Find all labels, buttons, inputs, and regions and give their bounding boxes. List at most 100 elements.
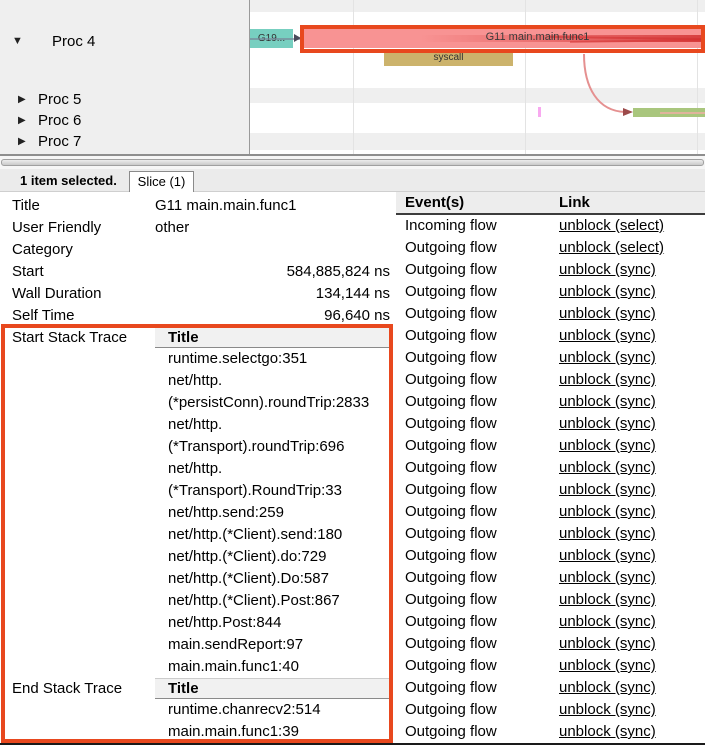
unblock-link[interactable]: unblock (sync): [559, 261, 656, 278]
event-row: Outgoing flow unblock (sync): [396, 281, 705, 303]
unblock-link[interactable]: unblock (sync): [559, 613, 656, 630]
event-row: Outgoing flow unblock (sync): [396, 611, 705, 633]
stack-frame-list: runtime.selectgo:351 net/http.(*persistCo…: [155, 348, 390, 678]
stack-frame: net/http.send:259: [168, 504, 284, 521]
stack-frame: net/http.(*Transport).RoundTrip:33: [168, 460, 342, 499]
end-stack-trace-table: Title runtime.chanrecv2:514 main.main.fun…: [155, 678, 390, 743]
unblock-link[interactable]: unblock (sync): [559, 657, 656, 674]
proc-row-proc-6[interactable]: ▶ Proc 6: [18, 111, 81, 129]
stack-frame: runtime.selectgo:351: [168, 350, 308, 367]
detail-label-start: Start: [12, 263, 44, 280]
time-gridline: [697, 0, 698, 154]
detail-label-category: User Friendly Category: [12, 219, 102, 258]
unblock-link[interactable]: unblock (sync): [559, 591, 656, 608]
event-link-cell: unblock (sync): [550, 611, 705, 633]
instant-event-marker[interactable]: [538, 107, 541, 117]
selected-slice-label: G11 main.main.func1: [485, 31, 590, 43]
stack-frame: main.main.func1:39: [168, 723, 299, 740]
unblock-link[interactable]: unblock (sync): [559, 547, 656, 564]
detail-label-self-time: Self Time: [12, 307, 75, 324]
event-row: Outgoing flow unblock (sync): [396, 523, 705, 545]
events-table-header: Event(s) Link: [396, 192, 705, 215]
event-type-cell: Outgoing flow: [405, 723, 497, 740]
unblock-link[interactable]: unblock (sync): [559, 701, 656, 718]
unblock-link[interactable]: unblock (sync): [559, 393, 656, 410]
detail-label-end-stack: End Stack Trace: [12, 680, 123, 697]
flow-arrowhead-icon: [294, 34, 301, 42]
unblock-link[interactable]: unblock (sync): [559, 349, 656, 366]
flow-line: [660, 112, 705, 114]
stack-frame: net/http.Post:844: [168, 614, 282, 631]
unblock-link[interactable]: unblock (sync): [559, 679, 656, 696]
event-type-cell: Outgoing flow: [405, 305, 497, 322]
stack-frame: main.sendReport:97: [168, 636, 304, 653]
stack-frame: net/http.(*Transport).roundTrip:696: [168, 416, 345, 455]
event-type-cell: Outgoing flow: [405, 261, 497, 278]
event-type-cell: Outgoing flow: [405, 327, 497, 344]
slice-syscall[interactable]: syscall: [384, 50, 513, 66]
proc-label: Proc 5: [38, 90, 82, 108]
unblock-link[interactable]: unblock (sync): [559, 569, 656, 586]
unblock-link[interactable]: unblock (select): [559, 217, 665, 234]
slice-details: Title G11 main.main.func1 User Friendly …: [0, 192, 395, 743]
event-link-cell: unblock (sync): [550, 479, 705, 501]
event-type-cell: Outgoing flow: [405, 679, 497, 696]
unblock-link[interactable]: unblock (sync): [559, 437, 656, 454]
stack-frame: runtime.chanrecv2:514: [168, 701, 321, 718]
unblock-link[interactable]: unblock (sync): [559, 327, 656, 344]
event-row: Outgoing flow unblock (sync): [396, 501, 705, 523]
event-link-cell: unblock (sync): [550, 369, 705, 391]
collapse-triangle-icon[interactable]: ▼: [12, 35, 23, 47]
unblock-link[interactable]: unblock (sync): [559, 459, 656, 476]
stack-frame: net/http.(*Client).send:180: [168, 526, 343, 543]
unblock-link[interactable]: unblock (sync): [559, 371, 656, 388]
event-row: Outgoing flow unblock (sync): [396, 479, 705, 501]
detail-label-start-stack: Start Stack Trace: [12, 329, 128, 346]
event-row: Outgoing flow unblock (sync): [396, 457, 705, 479]
process-list: ▼ Proc 4 ▶ Proc 5 ▶ Proc 6 ▶ Proc 7: [0, 0, 250, 154]
unblock-link[interactable]: unblock (sync): [559, 723, 656, 740]
splitter-handle[interactable]: [0, 156, 705, 169]
event-link-cell: unblock (sync): [550, 721, 705, 743]
event-row: Outgoing flow unblock (sync): [396, 259, 705, 281]
expand-triangle-icon[interactable]: ▶: [18, 114, 26, 126]
detail-value-wall-duration: 134,144 ns: [315, 285, 390, 302]
proc-row-proc-5[interactable]: ▶ Proc 5: [18, 90, 81, 108]
proc-label: Proc 7: [38, 132, 82, 150]
event-row: Outgoing flow unblock (sync): [396, 721, 705, 743]
time-gridline: [353, 0, 354, 154]
detail-value-self-time: 96,640 ns: [324, 307, 390, 324]
event-type-cell: Outgoing flow: [405, 701, 497, 718]
event-link-cell: unblock (sync): [550, 413, 705, 435]
expand-triangle-icon[interactable]: ▶: [18, 93, 26, 105]
unblock-link[interactable]: unblock (select): [559, 239, 665, 256]
unblock-link[interactable]: unblock (sync): [559, 415, 656, 432]
event-link-cell: unblock (select): [550, 215, 705, 237]
event-link-cell: unblock (sync): [550, 281, 705, 303]
flow-connector-line: [250, 38, 302, 40]
event-row: Outgoing flow unblock (sync): [396, 677, 705, 699]
events-row-list: Incoming flow unblock (select) Outgoing …: [396, 215, 705, 743]
tab-slice[interactable]: Slice (1): [129, 171, 194, 192]
detail-value-title: G11 main.main.func1: [155, 197, 297, 214]
link-column-header: Link: [559, 194, 590, 211]
unblock-link[interactable]: unblock (sync): [559, 635, 656, 652]
proc-row-proc-7[interactable]: ▶ Proc 7: [18, 132, 81, 150]
event-link-cell: unblock (select): [550, 237, 705, 259]
flow-arrow-curve: [583, 53, 633, 116]
unblock-link[interactable]: unblock (sync): [559, 481, 656, 498]
proc-row-proc-4[interactable]: ▼ Proc 4: [12, 31, 95, 51]
unblock-link[interactable]: unblock (sync): [559, 305, 656, 322]
unblock-link[interactable]: unblock (sync): [559, 525, 656, 542]
expand-triangle-icon[interactable]: ▶: [18, 135, 26, 147]
unblock-link[interactable]: unblock (sync): [559, 283, 656, 300]
event-type-cell: Outgoing flow: [405, 349, 497, 366]
track-band: [250, 0, 705, 12]
unblock-link[interactable]: unblock (sync): [559, 503, 656, 520]
stack-table-header: Title: [155, 327, 390, 348]
timeline-canvas[interactable]: G19... G11 main.main.func1 syscall: [250, 0, 705, 154]
event-type-cell: Outgoing flow: [405, 459, 497, 476]
event-link-cell: unblock (sync): [550, 325, 705, 347]
table-bottom-border: [0, 743, 705, 745]
event-type-cell: Outgoing flow: [405, 635, 497, 652]
